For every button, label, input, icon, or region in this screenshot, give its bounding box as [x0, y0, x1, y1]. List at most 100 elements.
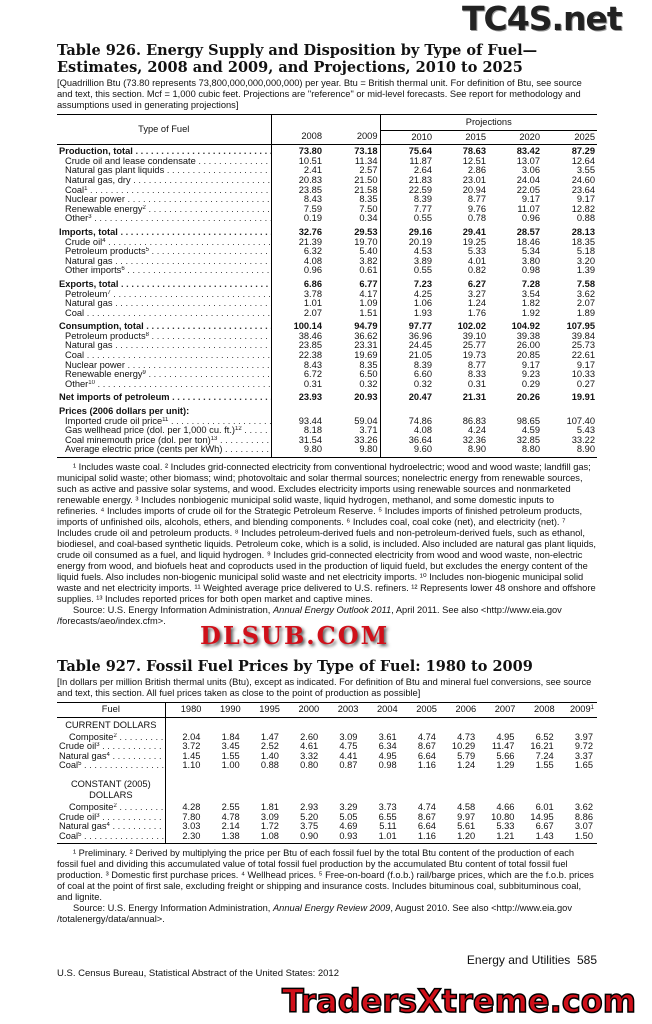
row-label-text: Coal	[59, 761, 79, 771]
row-label: Other imports6 . . . . . . . . . . . . .…	[57, 266, 272, 276]
data-cell: 104.92	[511, 321, 540, 332]
row-label-text: Natural gas, dry	[65, 175, 131, 185]
data-cell: 2.30	[182, 830, 201, 841]
data-cell: 32.85	[516, 434, 540, 445]
data-cell: 24.60	[571, 174, 595, 185]
data-cell: 29.16	[408, 226, 432, 237]
data-cell: 4.74	[417, 801, 436, 812]
table-row: Natural gas . . . . . . . . . . . . . . …	[57, 298, 597, 309]
row-label-text: Crude oil and lease condensate	[65, 156, 196, 166]
data-cell: 5.34	[521, 246, 540, 257]
data-cell: 36.62	[324, 331, 381, 342]
row-label-text: Imports, total	[59, 226, 118, 237]
row-label-text: Gas wellhead price (dol. per 1,000 cu. f…	[65, 426, 236, 436]
data-cell: 8.86	[574, 811, 593, 822]
data-cell: 22.59	[408, 184, 432, 195]
table-row: Coal . . . . . . . . . . . . . . . . . .…	[57, 350, 597, 361]
row-label-text: Crude oil	[59, 742, 97, 752]
data-cell: 5.18	[576, 246, 595, 257]
row-label: Other3 . . . . . . . . . . . . . . . . .…	[57, 214, 272, 224]
data-cell: 3.09	[339, 731, 358, 742]
row-label: Natural gas . . . . . . . . . . . . . . …	[57, 341, 272, 352]
data-cell: 5.11	[379, 821, 397, 832]
data-cell: 5.40	[324, 247, 381, 257]
data-cell: 1.81	[260, 801, 279, 812]
data-cell: 0.96	[521, 213, 540, 224]
footnote-ref: 9	[142, 370, 146, 377]
row-label: Natural gas . . . . . . . . . . . . . . …	[57, 256, 272, 267]
data-cell: 9.72	[574, 741, 593, 752]
leader-dots: . . . . . . . . . . . . . . . . . . . . …	[119, 802, 164, 812]
year-label: 1990	[220, 704, 241, 714]
column-header-year: 2004	[361, 703, 400, 718]
year-label: 2003	[337, 704, 359, 714]
data-cell: 1.21	[496, 830, 515, 841]
year-label: 2009	[569, 704, 591, 714]
data-cell: 9.97	[457, 811, 476, 822]
data-cell: 3.62	[574, 801, 593, 812]
leader-dots: . . . . . . . . . . . . . . . . . . . . …	[115, 256, 270, 266]
data-cell: 87.29	[571, 146, 595, 157]
row-label-text: Natural gas	[65, 299, 113, 309]
leader-dots: . . . . . . . . . . . . . . . . . . . . …	[86, 308, 271, 318]
data-cell: 21.50	[324, 175, 381, 186]
data-cell: 4.25	[413, 288, 432, 299]
year-label: 1995	[259, 704, 280, 714]
data-cell: 5.33	[496, 821, 515, 832]
section-heading: CURRENT DOLLARS	[57, 717, 166, 733]
watermark-middle: DLSUB.COM	[200, 621, 390, 650]
data-cell: 3.45	[221, 741, 240, 752]
data-cell: 3.75	[300, 821, 319, 832]
footnote-ref: 12	[235, 426, 242, 433]
data-cell: 1.10	[182, 760, 201, 771]
leader-dots: . . . . . . . . . . . . . . . . . . . . …	[135, 146, 270, 157]
row-label: Crude oil3 . . . . . . . . . . . . . . .…	[57, 812, 166, 823]
data-cell: 4.95	[496, 731, 515, 742]
publisher-line: U.S. Census Bureau, Statistical Abstract…	[57, 968, 339, 979]
table-927-section: Table 927. Fossil Fuel Prices by Type of…	[57, 658, 597, 925]
data-cell: 8.39	[413, 359, 432, 370]
row-label-text: Average electric price (cents per kWh)	[65, 445, 223, 455]
table-row: Natural gas, dry . . . . . . . . . . . .…	[57, 174, 597, 186]
data-cell: 9.76	[467, 203, 486, 214]
row-label-text: Crude oil	[59, 812, 97, 822]
row-label-text: Imported crude oil price	[65, 416, 163, 426]
page-number: 585	[576, 953, 597, 967]
data-cell: 3.07	[574, 821, 593, 832]
row-label: Natural gas4 . . . . . . . . . . . . . .…	[57, 751, 166, 762]
data-cell: 1.93	[413, 307, 432, 318]
data-cell: 25.73	[571, 340, 595, 351]
data-cell: 7.50	[324, 204, 381, 215]
column-header-year: 2006	[440, 703, 479, 718]
data-cell: 29.41	[462, 226, 486, 237]
table-row: Natural gas . . . . . . . . . . . . . . …	[57, 340, 597, 352]
section-heading-row: CURRENT DOLLARS	[57, 717, 597, 733]
data-cell: 10.29	[451, 741, 476, 752]
leader-dots: . . . . . . . . . . . . . . . . . . . . …	[115, 341, 270, 351]
data-cell: 2.07	[576, 298, 595, 309]
data-cell: 2.14	[221, 821, 240, 832]
data-cell: 18.35	[571, 236, 595, 247]
column-header-type: Type of Fuel	[57, 114, 272, 146]
row-label: Natural gas4 . . . . . . . . . . . . . .…	[57, 822, 166, 832]
data-cell: 8.35	[324, 360, 381, 371]
data-cell: 20.93	[324, 389, 381, 404]
data-cell: 3.62	[576, 288, 595, 299]
footnote-ref: 1	[84, 185, 88, 192]
data-cell: 1.16	[417, 760, 436, 771]
leader-dots: . . . . . . . . . . . . . . . . . . . . …	[127, 195, 270, 205]
table-row: Coal . . . . . . . . . . . . . . . . . .…	[57, 307, 597, 319]
row-label: Petroleum products8 . . . . . . . . . . …	[57, 331, 272, 342]
data-cell: 22.05	[516, 184, 540, 195]
table-row: Composite2 . . . . . . . . . . . . . . .…	[57, 801, 597, 813]
data-cell: 6.60	[413, 369, 432, 380]
data-cell: 39.10	[462, 330, 486, 341]
table-row: Crude oil3 . . . . . . . . . . . . . . .…	[57, 811, 597, 823]
leader-dots: . . . . . . . . . . . . . . . . . . . . …	[112, 751, 164, 761]
footnote-ref: 13	[210, 435, 218, 442]
row-label: Nuclear power . . . . . . . . . . . . . …	[57, 195, 272, 205]
data-cell: 1.55	[535, 760, 554, 771]
column-header-year: 2025	[574, 131, 595, 142]
blank-cell	[165, 771, 597, 803]
data-cell: 23.31	[324, 341, 381, 352]
